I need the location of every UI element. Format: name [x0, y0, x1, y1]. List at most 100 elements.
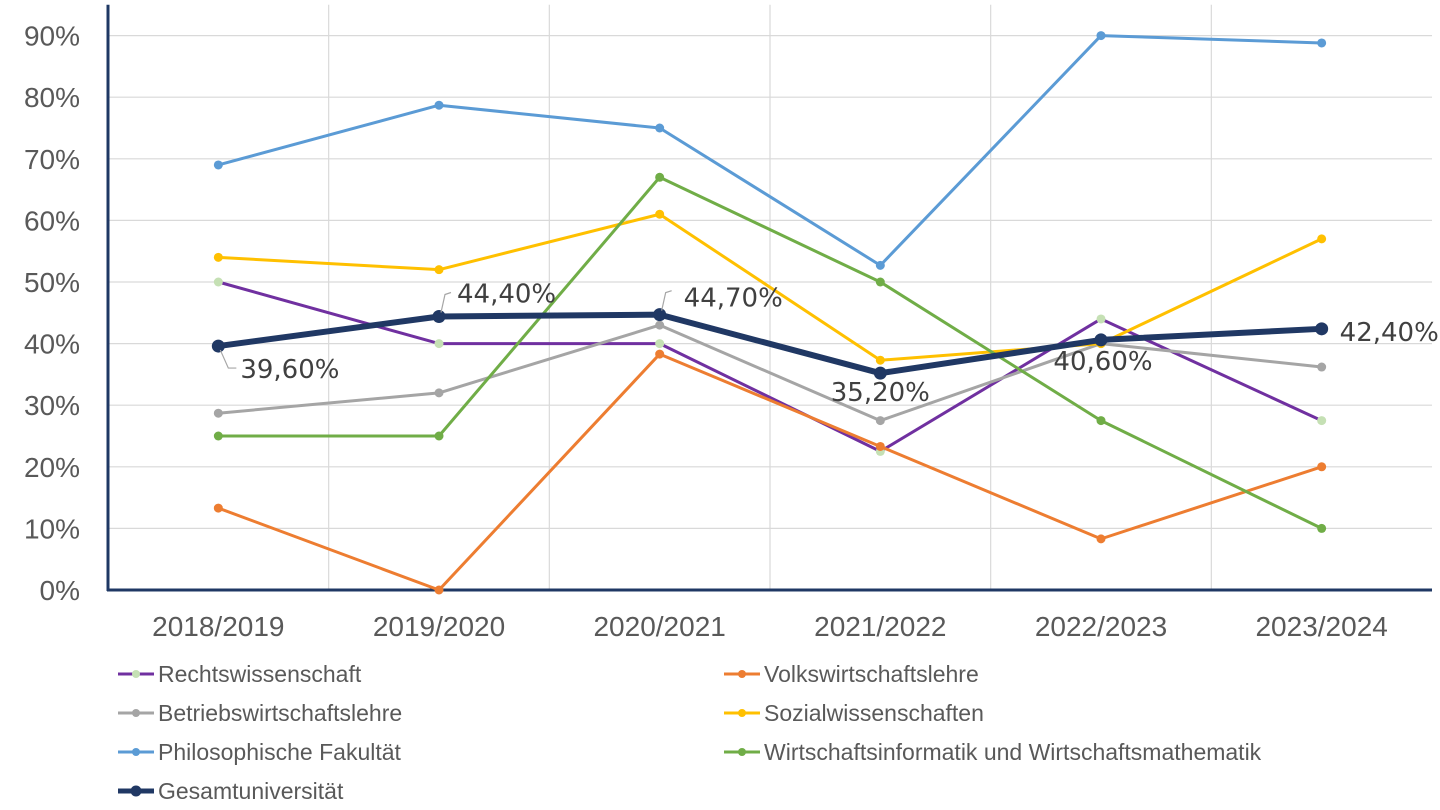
- data-point: [1096, 416, 1106, 426]
- series-4: [213, 31, 1327, 270]
- data-point: [1317, 523, 1327, 533]
- label-leader: [219, 349, 237, 369]
- data-point: [1096, 314, 1106, 324]
- legend-marker: [132, 748, 140, 756]
- data-point: [213, 503, 223, 513]
- data-point: [434, 388, 444, 398]
- legend-marker: [738, 670, 746, 678]
- legend-item: Betriebswirtschaftslehre: [118, 700, 402, 726]
- data-point: [655, 123, 665, 133]
- data-label: 44,70%: [684, 284, 783, 314]
- data-point: [1094, 333, 1108, 347]
- data-point: [434, 339, 444, 349]
- data-point: [434, 585, 444, 595]
- data-point: [875, 416, 885, 426]
- data-label: 39,60%: [240, 355, 339, 385]
- data-point: [655, 339, 665, 349]
- data-point: [213, 160, 223, 170]
- y-tick-label: 40%: [24, 329, 80, 360]
- y-tick-label: 0%: [40, 575, 80, 606]
- x-tick-label: 2019/2020: [373, 611, 505, 642]
- legend-label: Gesamtuniversität: [158, 778, 344, 804]
- legend-item: Philosophische Fakultät: [118, 739, 402, 765]
- data-point: [211, 339, 225, 353]
- x-tick-label: 2023/2024: [1255, 611, 1387, 642]
- y-tick-label: 20%: [24, 452, 80, 483]
- data-label: 40,60%: [1053, 347, 1152, 377]
- series-line: [216, 175, 1324, 530]
- x-tick-label: 2018/2019: [152, 611, 284, 642]
- data-point: [432, 309, 446, 323]
- data-point: [213, 408, 223, 418]
- legend-marker: [738, 709, 746, 717]
- data-point: [213, 252, 223, 262]
- data-labels: 39,60% 44,40% 44,70% 35,20% 40,60% 42,40%: [219, 279, 1439, 408]
- data-label: 42,40%: [1340, 318, 1439, 348]
- series-line: [216, 323, 1324, 423]
- legend-marker: [130, 785, 142, 797]
- data-point: [875, 277, 885, 287]
- legend-marker: [738, 748, 746, 756]
- series-line: [215, 311, 1325, 377]
- series: [211, 31, 1329, 595]
- data-label: 44,40%: [457, 279, 556, 309]
- legend-label: Rechtswissenschaft: [158, 661, 362, 687]
- y-tick-label: 70%: [24, 144, 80, 175]
- data-point: [873, 366, 887, 380]
- series-5: [213, 172, 1327, 533]
- data-point: [655, 320, 665, 330]
- data-point: [655, 172, 665, 182]
- legend-label: Betriebswirtschaftslehre: [158, 700, 402, 726]
- series-line: [216, 352, 1324, 592]
- data-point: [213, 431, 223, 441]
- data-point: [1315, 322, 1329, 336]
- legend-item: Wirtschaftsinformatik und Wirtschaftsmat…: [724, 739, 1262, 765]
- x-tick-label: 2021/2022: [814, 611, 946, 642]
- data-point: [213, 277, 223, 287]
- y-tick-label: 50%: [24, 267, 80, 298]
- data-point: [1317, 416, 1327, 426]
- legend-marker: [132, 709, 140, 717]
- data-point: [875, 355, 885, 365]
- series-6: [211, 308, 1329, 380]
- legend-label: Volkswirtschaftslehre: [764, 661, 979, 687]
- label-leader: [440, 291, 452, 313]
- data-point: [653, 308, 667, 322]
- data-point: [655, 349, 665, 359]
- data-point: [434, 100, 444, 110]
- data-point: [1317, 462, 1327, 472]
- data-point: [434, 265, 444, 275]
- label-leader: [661, 290, 672, 311]
- y-tick-label: 60%: [24, 205, 80, 236]
- legend-marker: [132, 670, 140, 678]
- data-point: [1317, 38, 1327, 48]
- legend-item: Gesamtuniversität: [118, 778, 344, 804]
- series-line: [216, 34, 1324, 267]
- data-point: [1096, 534, 1106, 544]
- axes: [106, 4, 1432, 592]
- y-tick-label: 80%: [24, 82, 80, 113]
- data-point: [434, 431, 444, 441]
- legend-item: Volkswirtschaftslehre: [724, 661, 979, 687]
- x-axis-ticks: 2018/2019 2019/2020 2020/2021 2021/2022 2022…: [152, 611, 1388, 642]
- legend-item: Rechtswissenschaft: [118, 661, 362, 687]
- data-point: [1096, 31, 1106, 41]
- data-point: [1317, 362, 1327, 372]
- y-tick-label: 10%: [24, 513, 80, 544]
- series-1: [213, 349, 1327, 595]
- y-axis-ticks: 0% 10% 20% 30% 40% 50% 60% 70% 80% 90%: [24, 21, 80, 606]
- data-point: [875, 260, 885, 270]
- legend-label: Philosophische Fakultät: [158, 739, 402, 765]
- data-point: [875, 441, 885, 451]
- grid: [108, 4, 1432, 590]
- y-tick-label: 30%: [24, 390, 80, 421]
- legend-label: Wirtschaftsinformatik und Wirtschaftsmat…: [764, 739, 1262, 765]
- y-tick-label: 90%: [24, 21, 80, 52]
- data-point: [1317, 234, 1327, 244]
- legend-item: Sozialwissenschaften: [724, 700, 984, 726]
- legend-label: Sozialwissenschaften: [764, 700, 984, 726]
- x-tick-label: 2022/2023: [1035, 611, 1167, 642]
- legend: Rechtswissenschaft Volkswirtschaftslehre B…: [118, 661, 1262, 804]
- data-label: 35,20%: [831, 378, 930, 408]
